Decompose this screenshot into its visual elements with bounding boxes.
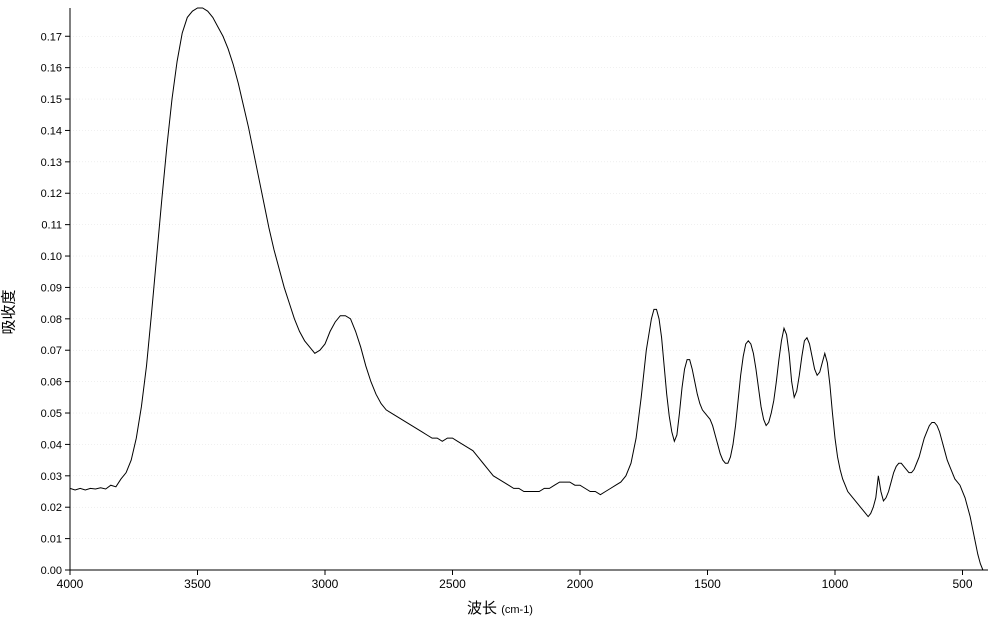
svg-text:0.10: 0.10: [41, 251, 62, 263]
svg-text:0.09: 0.09: [41, 282, 62, 294]
y-axis-label-text: 吸收度: [1, 289, 18, 334]
svg-text:500: 500: [952, 577, 972, 591]
ir-spectrum-chart: 吸收度 0.00 0.01 0.02 0.03 0.04 0.05 0.06 0.07 0.08…: [0, 0, 1000, 624]
svg-text:0.12: 0.12: [41, 188, 62, 200]
svg-text:3000: 3000: [312, 577, 339, 591]
svg-text:0.01: 0.01: [41, 534, 62, 546]
svg-text:0.11: 0.11: [41, 220, 62, 232]
y-axis-label: 吸收度: [0, 289, 19, 334]
svg-text:0.17: 0.17: [41, 31, 62, 43]
svg-text:0.07: 0.07: [41, 345, 62, 357]
svg-text:3500: 3500: [184, 577, 211, 591]
svg-text:0.05: 0.05: [41, 408, 62, 420]
svg-text:1000: 1000: [822, 577, 849, 591]
svg-text:0.08: 0.08: [41, 314, 62, 326]
svg-text:0.16: 0.16: [41, 63, 62, 75]
svg-text:0.03: 0.03: [41, 471, 62, 483]
svg-text:0.04: 0.04: [41, 439, 62, 451]
x-axis-label-text: 波长: [467, 600, 497, 617]
x-axis-unit: (cm-1): [501, 604, 533, 616]
chart-svg: 0.00 0.01 0.02 0.03 0.04 0.05 0.06 0.07 0.08 0.09…: [0, 0, 1000, 624]
svg-text:4000: 4000: [57, 577, 84, 591]
x-axis-label: 波长 (cm-1): [0, 597, 1000, 618]
svg-text:0.14: 0.14: [41, 125, 62, 137]
svg-text:2000: 2000: [567, 577, 594, 591]
svg-text:1500: 1500: [694, 577, 721, 591]
svg-text:0.00: 0.00: [41, 565, 62, 577]
svg-text:2500: 2500: [439, 577, 466, 591]
svg-text:0.13: 0.13: [41, 157, 62, 169]
svg-text:0.06: 0.06: [41, 377, 62, 389]
svg-text:0.15: 0.15: [41, 94, 62, 106]
svg-text:0.02: 0.02: [41, 502, 62, 514]
